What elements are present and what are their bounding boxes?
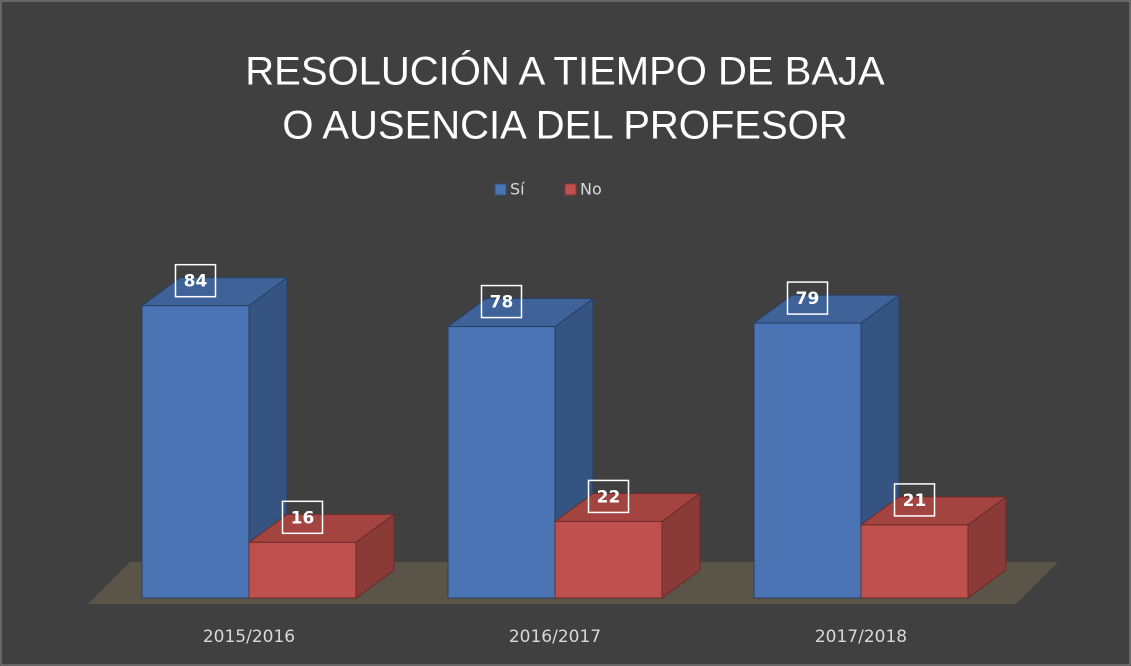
value-label-box: [893, 483, 936, 517]
value-label-box: [480, 284, 523, 319]
bar-3d: [140, 276, 289, 599]
value-label: 22: [597, 487, 621, 507]
chart-title: RESOLUCIÓN A TIEMPO DE BAJA: [245, 49, 885, 94]
bar-3d: [553, 492, 702, 599]
value-label: 79: [796, 289, 820, 309]
value-label-box: [281, 500, 324, 535]
legend-swatch: [494, 183, 507, 196]
value-label-box: [174, 263, 217, 298]
bar-3d: [859, 495, 1008, 599]
bar: [447, 326, 556, 599]
x-tick-label: 2016/2017: [509, 627, 601, 647]
value-label: 84: [184, 272, 208, 292]
bar-3d: [247, 513, 396, 599]
bar: [554, 520, 663, 599]
x-tick-label: 2017/2018: [815, 627, 907, 647]
bar: [141, 305, 250, 599]
value-label: 78: [490, 293, 514, 313]
legend-label: No: [580, 180, 602, 199]
value-label: 21: [903, 491, 927, 511]
x-tick-label: 2015/2016: [203, 627, 295, 647]
bar: [860, 524, 969, 599]
legend-swatch: [564, 183, 577, 196]
value-label-box: [587, 479, 630, 514]
value-label: 16: [291, 508, 315, 528]
bar: [248, 541, 357, 599]
legend-label: Sí: [510, 180, 525, 199]
value-label-box: [786, 281, 829, 315]
chart-title: O AUSENCIA DEL PROFESOR: [282, 104, 847, 148]
bar: [753, 322, 862, 599]
